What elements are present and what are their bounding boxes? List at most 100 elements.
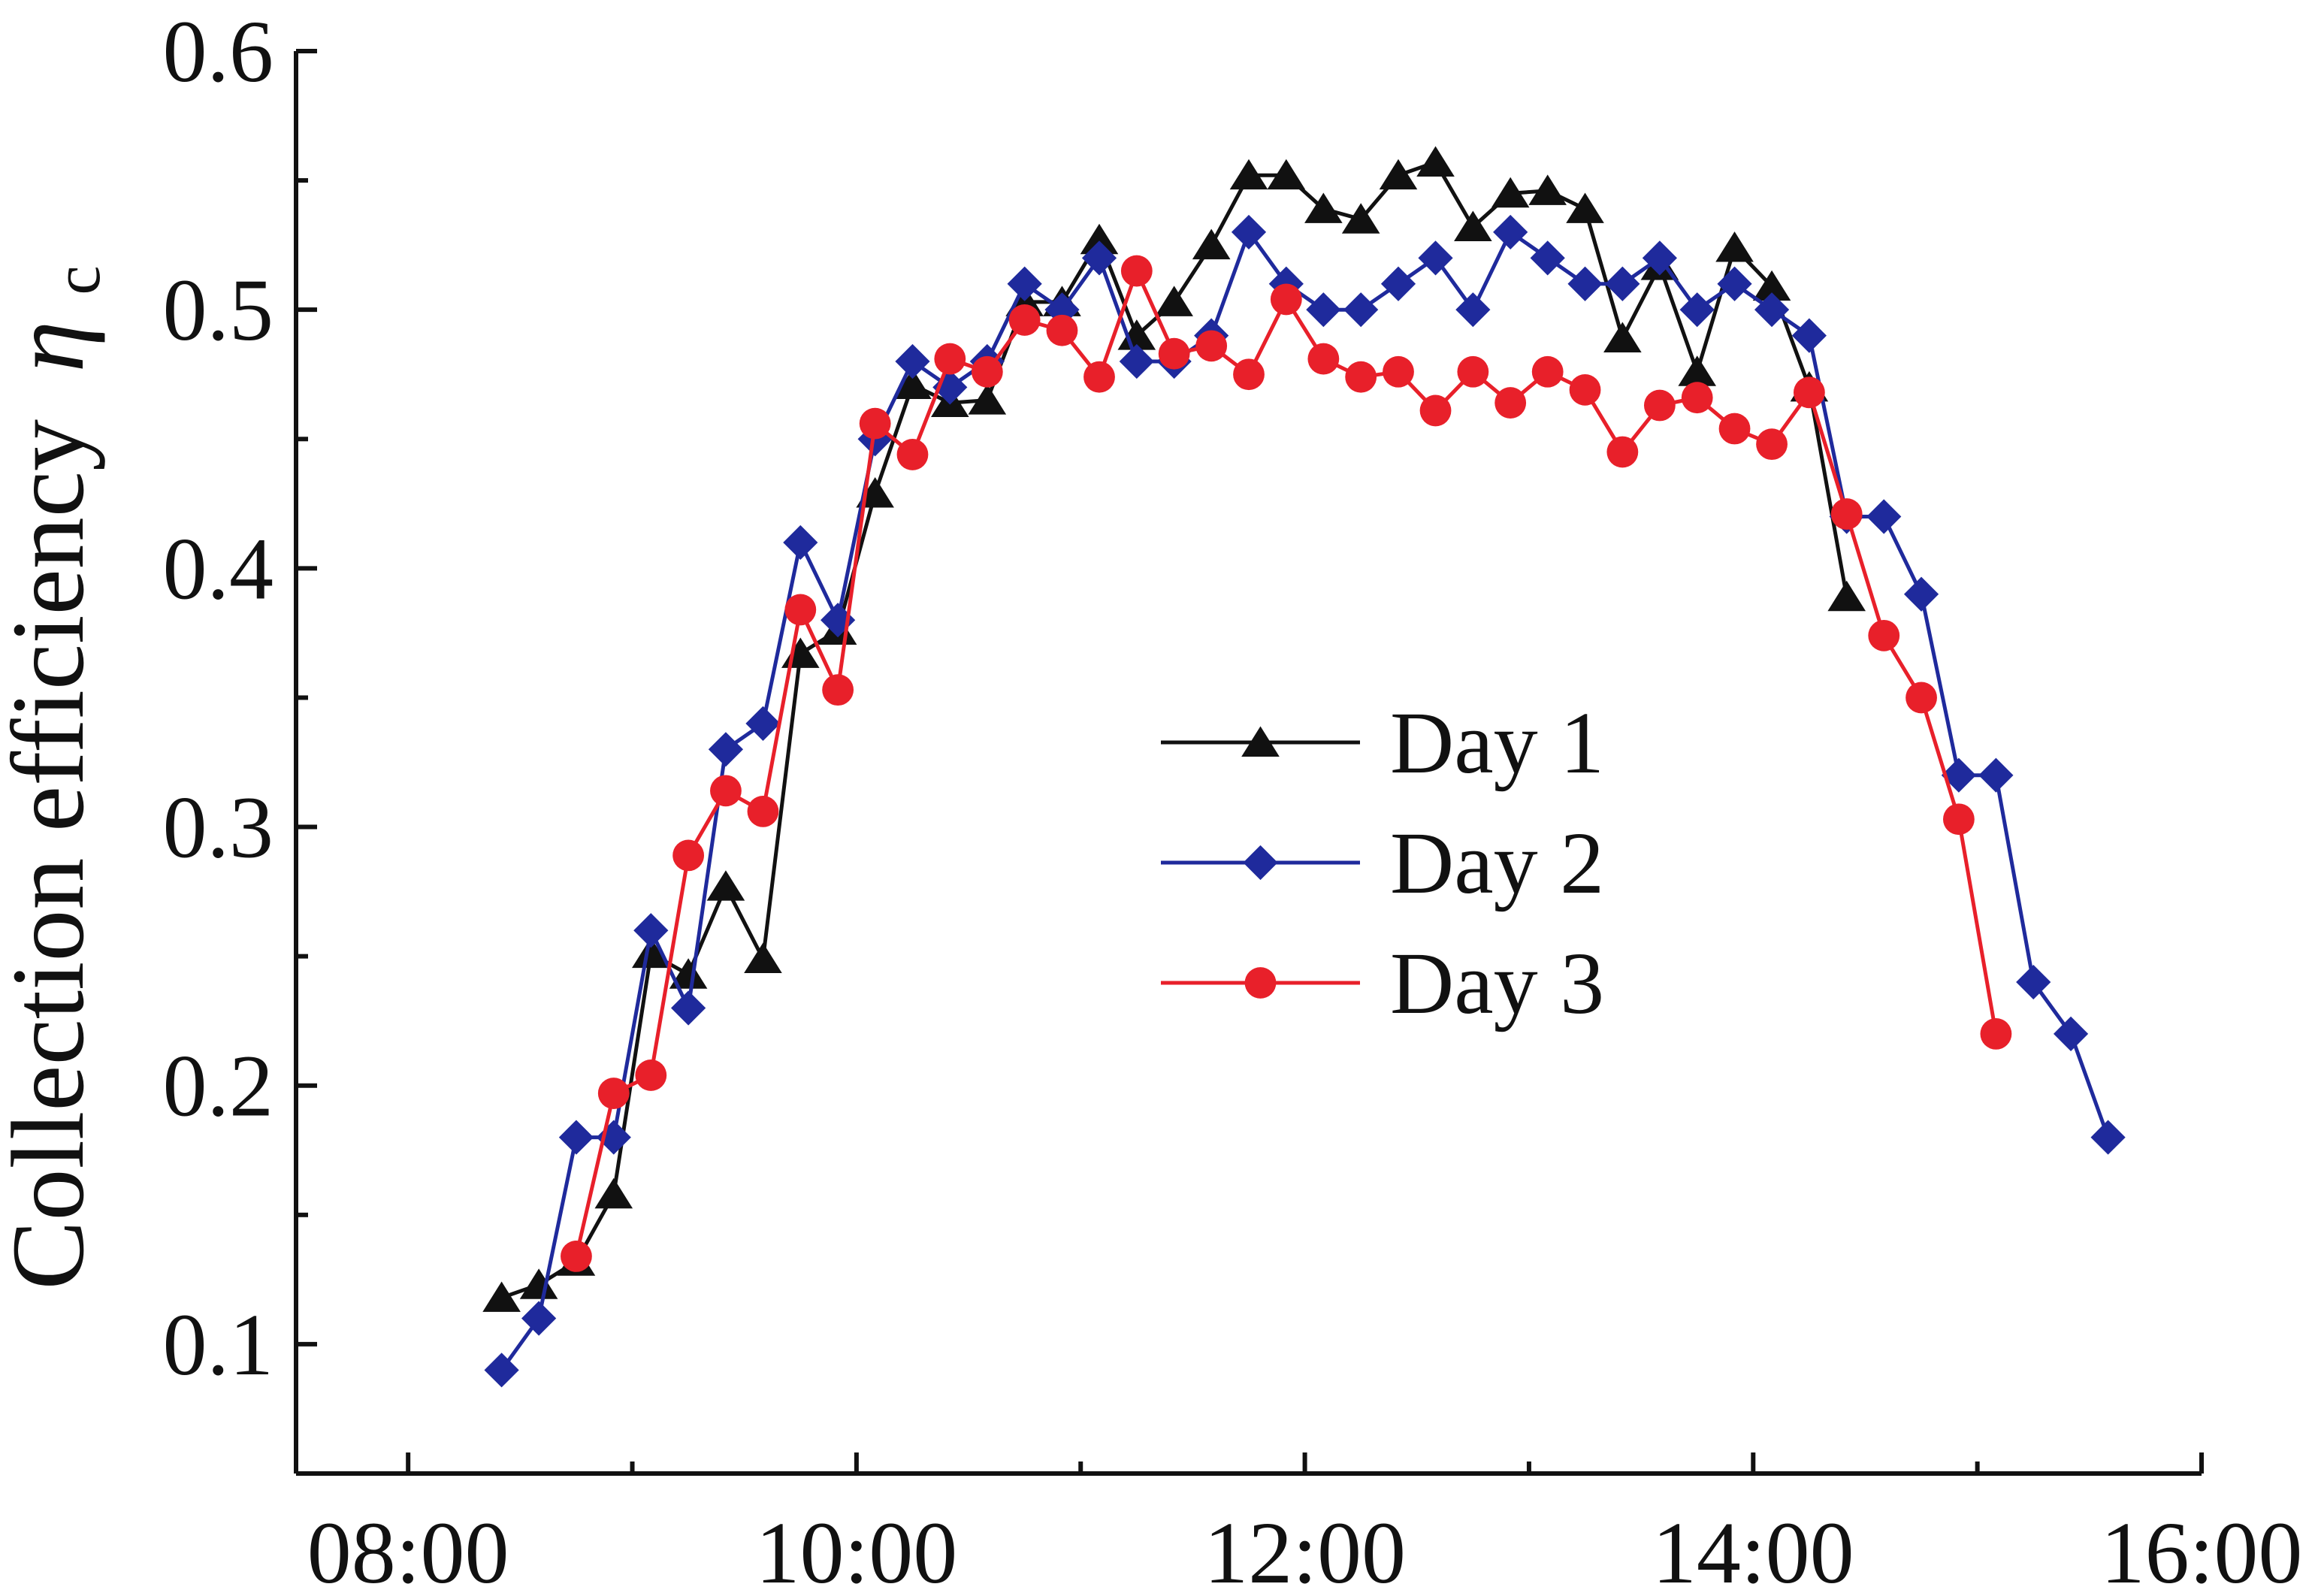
data-point-s3-2: [597, 1078, 630, 1109]
data-point-s2-42: [2016, 964, 2051, 1000]
data-point-s2-40: [1941, 757, 1976, 793]
data-point-s1-30: [1566, 192, 1604, 223]
data-point-s2-41: [1978, 757, 2014, 793]
y-axis-title-subscript: c: [41, 265, 114, 295]
legend-item-3: Day 3: [1161, 934, 1604, 1032]
data-point-s3-4: [672, 839, 705, 872]
data-point-s3-34: [1793, 376, 1825, 409]
data-point-s3-10: [896, 439, 929, 470]
legend-marker-3: [1244, 967, 1277, 999]
data-point-s3-17: [1158, 337, 1190, 370]
data-point-s1-21: [1229, 159, 1268, 190]
axes: [294, 51, 2202, 1476]
data-point-s2-33: [1679, 292, 1715, 328]
x-tick-label-2: 12:00: [1204, 1504, 1406, 1596]
x-tick-label-0: 08:00: [307, 1504, 509, 1596]
legend-label-2: Day 2: [1390, 814, 1604, 912]
legend: Day 1 Day 2 Day 3: [1161, 694, 1604, 1032]
data-point-s2-30: [1567, 266, 1603, 301]
data-point-s1-28: [1491, 177, 1530, 208]
data-point-s1-26: [1416, 146, 1455, 177]
data-point-s3-36: [1868, 619, 1900, 651]
data-point-s2-27: [1455, 292, 1491, 328]
data-point-s1-1: [482, 1281, 521, 1312]
data-point-s2-44: [2090, 1120, 2126, 1155]
data-point-s2-31: [1605, 266, 1640, 301]
data-point-s3-18: [1195, 330, 1228, 362]
data-point-s1-4: [594, 1177, 633, 1209]
data-point-s2-39: [1903, 576, 1939, 612]
data-point-s1-25: [1379, 159, 1418, 190]
data-point-s3-19: [1233, 358, 1265, 391]
data-point-s1-18: [1117, 319, 1156, 350]
data-point-s2-32: [1642, 240, 1677, 276]
data-point-s1-37: [1827, 580, 1866, 612]
data-point-s3-22: [1345, 361, 1377, 393]
data-point-s1-2: [519, 1268, 558, 1299]
data-point-s1-35: [1752, 270, 1791, 301]
data-point-s2-6: [671, 990, 706, 1026]
legend-label-1: Day 1: [1390, 694, 1604, 792]
data-point-s3-23: [1383, 355, 1414, 388]
data-point-s3-15: [1083, 361, 1115, 393]
data-point-s3-12: [971, 355, 1003, 388]
data-point-s3-16: [1120, 255, 1153, 287]
data-point-s2-24: [1343, 292, 1379, 328]
data-point-s1-8: [744, 942, 782, 974]
data-point-s2-21: [1231, 214, 1267, 250]
series-2: [484, 214, 2126, 1388]
data-point-s3-7: [784, 594, 817, 626]
y-tick-label-0: 0.1: [163, 1295, 274, 1394]
data-point-s2-25: [1380, 266, 1416, 301]
data-point-s3-1: [561, 1240, 592, 1272]
data-point-s1-19: [1155, 286, 1193, 316]
legend-marker-2: [1243, 845, 1278, 881]
data-point-s2-17: [1081, 240, 1117, 276]
data-point-s3-5: [710, 775, 742, 807]
data-point-s2-9: [783, 524, 818, 561]
data-point-s1-14: [968, 384, 1007, 415]
data-point-s3-27: [1531, 355, 1564, 388]
ticks: 0.1 0.2 0.3 0.4 0.5 0.6 08:00 10:00 12:00 14:00 16…: [163, 2, 2303, 1596]
data-point-s3-39: [1980, 1017, 2012, 1050]
data-point-s3-25: [1457, 355, 1489, 388]
data-point-s2-8: [745, 706, 781, 741]
series-line-3: [574, 269, 1998, 1257]
data-point-s2-38: [1866, 499, 1902, 534]
data-point-s2-1: [484, 1353, 519, 1388]
data-point-s3-3: [635, 1059, 667, 1091]
data-point-s3-14: [1046, 314, 1078, 346]
y-tick-label-5: 0.6: [163, 2, 274, 101]
y-tick-label-1: 0.2: [163, 1037, 274, 1135]
data-point-s3-20: [1270, 283, 1302, 316]
data-point-s1-34: [1715, 231, 1754, 262]
data-point-s2-3: [558, 1120, 594, 1155]
data-point-s2-36: [1791, 318, 1827, 353]
data-point-s1-20: [1192, 228, 1231, 260]
data-point-s2-7: [708, 732, 744, 767]
y-tick-label-2: 0.3: [163, 778, 274, 877]
series-1: [482, 146, 1866, 1312]
data-point-s3-28: [1569, 373, 1601, 406]
data-point-s2-18: [1119, 343, 1154, 379]
data-point-s3-6: [747, 795, 779, 827]
data-point-s3-33: [1756, 428, 1788, 461]
data-point-s3-13: [1008, 304, 1041, 336]
data-point-s2-35: [1754, 292, 1790, 328]
y-tick-label-4: 0.5: [163, 261, 274, 359]
data-point-s1-17: [1080, 223, 1119, 255]
x-tick-label-4: 16:00: [2101, 1504, 2303, 1596]
series-line-1: [500, 160, 1849, 1300]
data-point-s2-2: [521, 1301, 557, 1336]
series-3: [561, 255, 2012, 1272]
data-point-s2-34: [1717, 266, 1752, 301]
data-point-s1-5: [631, 937, 670, 969]
data-point-s3-9: [859, 407, 891, 440]
data-point-s3-38: [1942, 803, 1975, 836]
data-point-s1-6: [669, 958, 708, 989]
y-tick-label-3: 0.4: [163, 519, 274, 618]
data-point-s3-29: [1606, 436, 1639, 468]
data-point-s3-35: [1830, 498, 1863, 530]
y-axis-title: Collection efficiency η c: [0, 265, 114, 1289]
